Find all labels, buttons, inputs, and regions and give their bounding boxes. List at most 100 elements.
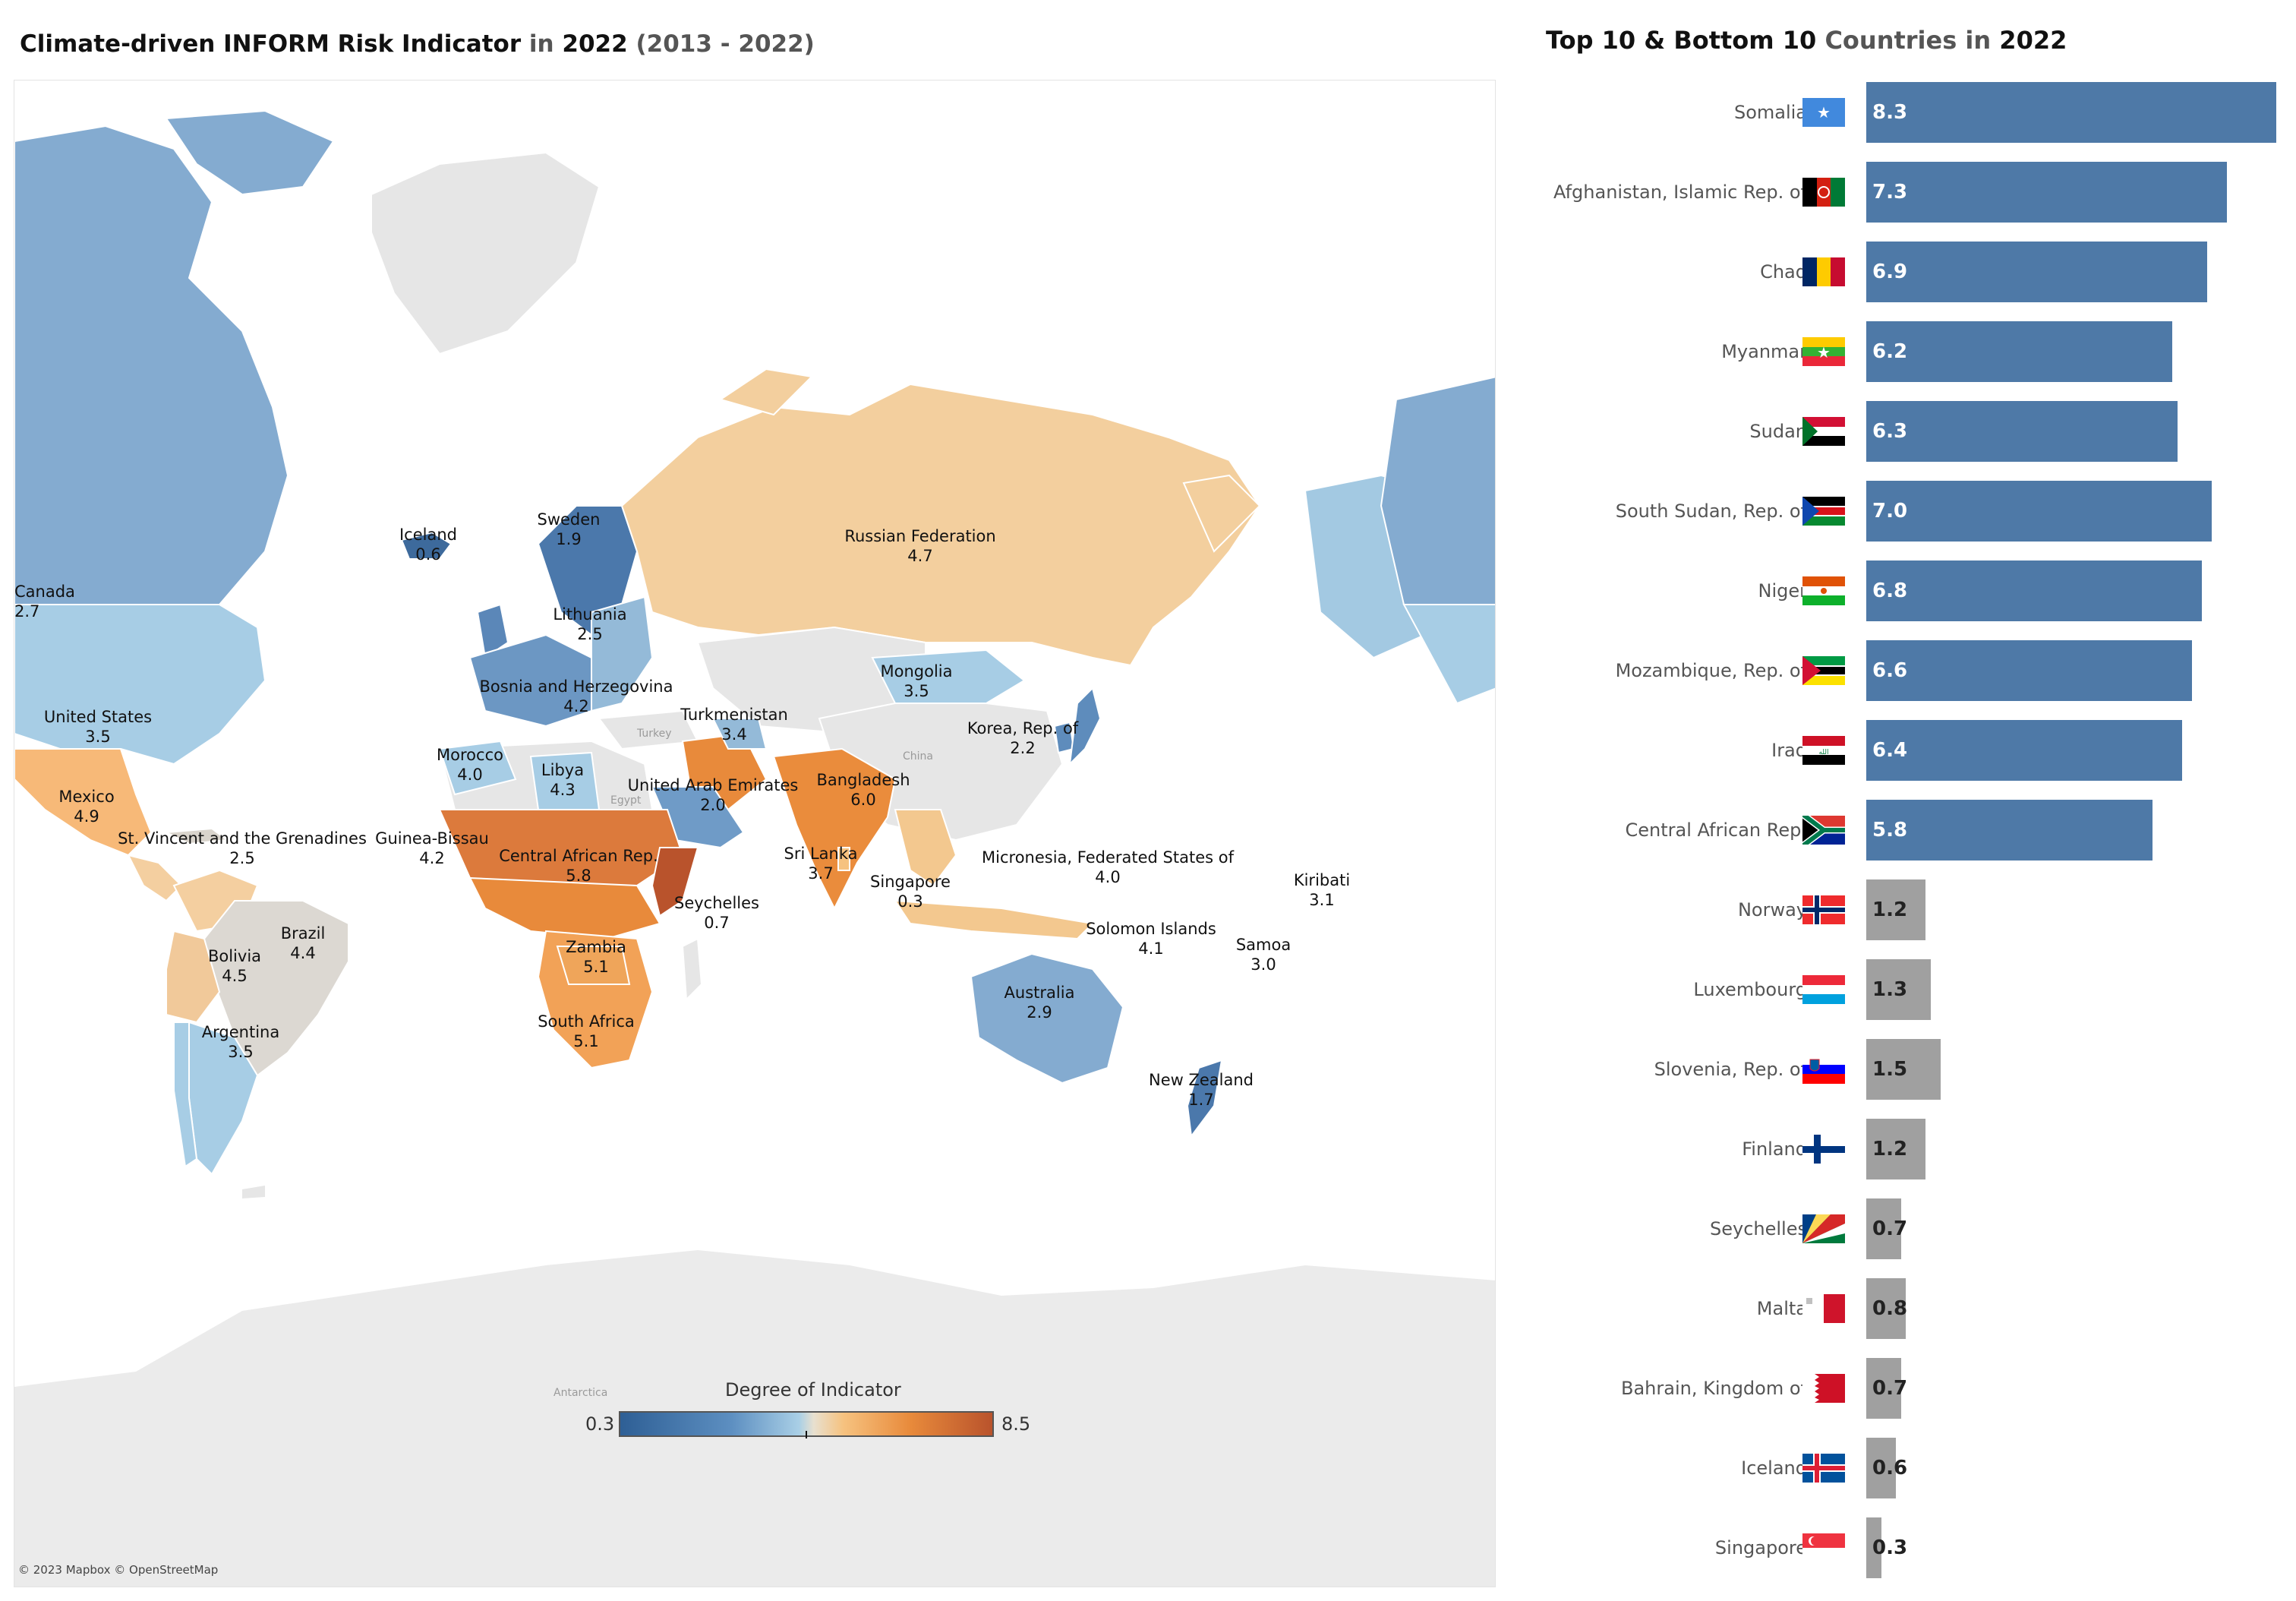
bar-row[interactable]: Bahrain, Kingdom of 0.7 (1549, 1358, 2278, 1419)
iceland-shape[interactable] (400, 531, 453, 560)
bar[interactable] (1866, 401, 2178, 462)
bar-row[interactable]: Central African Rep. 5.8 (1549, 800, 2278, 860)
sudan-flag (1802, 417, 1845, 446)
mongolia-shape[interactable] (871, 649, 1026, 704)
bar-title-in: in (1965, 26, 2000, 55)
bar-row[interactable]: South Sudan, Rep. of 7.0 (1549, 481, 2278, 542)
new-zealand-shape[interactable] (1186, 1059, 1223, 1138)
bar-title-main: Top 10 & Bottom 10 (1546, 26, 1817, 55)
united-states-shape[interactable] (14, 604, 266, 766)
map-label: Sri Lanka 3.7 (784, 844, 857, 883)
mexico-shape[interactable] (14, 748, 153, 857)
bar[interactable] (1866, 242, 2207, 302)
bar-category-label: Central African Rep. (1625, 819, 1807, 841)
bar-row[interactable]: Afghanistan, Islamic Rep. of 7.3 (1549, 162, 2278, 223)
bar[interactable] (1866, 1438, 1897, 1498)
map-label-value: 2.5 (229, 849, 255, 867)
bar[interactable] (1866, 1039, 1941, 1100)
bar-row[interactable]: Malta 0.8 (1549, 1278, 2278, 1339)
afghanistan-flag (1802, 178, 1845, 207)
bar[interactable] (1866, 162, 2227, 223)
bar[interactable] (1866, 561, 2203, 621)
bar[interactable] (1866, 1198, 1901, 1259)
bar-row[interactable]: Finland 1.2 (1549, 1119, 2278, 1179)
bar[interactable] (1866, 1278, 1906, 1339)
bar[interactable] (1866, 879, 1926, 940)
map-label-value: 3.5 (228, 1043, 254, 1061)
turkmenistan-shape[interactable] (711, 718, 768, 750)
map-label: Central African Rep. 5.8 (499, 846, 658, 886)
bar-title-year: 2022 (1999, 26, 2067, 55)
bar[interactable] (1866, 1119, 1926, 1179)
map-label-name: Bolivia (207, 947, 262, 965)
map-label-value: 4.4 (290, 944, 316, 962)
bar-row[interactable]: Mozambique, Rep. of 6.6 (1549, 640, 2278, 701)
world-map[interactable]: Canada 2.7 United States 3.5 Mexico 4.9 St. Vi… (14, 80, 1496, 1587)
bar-value-label: 6.6 (1872, 659, 1908, 682)
bar-value-label: 0.8 (1872, 1297, 1908, 1320)
bar-row[interactable]: Luxembourg 1.3 (1549, 959, 2278, 1020)
bar-value-label: 0.3 (1872, 1536, 1908, 1559)
bar-value-label: 6.3 (1872, 420, 1908, 443)
bar[interactable] (1866, 959, 1931, 1020)
map-label-value: 0.7 (704, 914, 730, 932)
map-label-value: 0.6 (415, 545, 441, 564)
map-label-name: Mongolia (880, 662, 953, 681)
morocco-shape[interactable] (438, 740, 517, 796)
zambia-shape[interactable] (556, 946, 631, 985)
map-label-name: Singapore (870, 873, 951, 891)
central-africa-shape[interactable] (468, 876, 661, 940)
bar-row[interactable]: Singapore 0.3 (1549, 1517, 2278, 1578)
bar-row[interactable]: Seychelles 0.7 (1549, 1198, 2278, 1259)
map-label-name: Sweden (537, 510, 601, 529)
map-label: Bosnia and Herzegovina 4.2 (480, 677, 673, 716)
bar-row[interactable]: Myanmar ★ 6.2 (1549, 321, 2278, 382)
bar-row[interactable]: Niger 6.8 (1549, 561, 2278, 621)
horn-of-africa-shape[interactable] (651, 847, 699, 917)
bar-row[interactable]: Iceland 0.6 (1549, 1438, 2278, 1498)
bar-value-label: 0.7 (1872, 1217, 1908, 1240)
map-label-value: 3.7 (808, 864, 834, 883)
bar[interactable] (1866, 82, 2276, 143)
bar-row[interactable]: Norway 1.2 (1549, 879, 2278, 940)
map-canvas[interactable] (14, 81, 1496, 1587)
map-faint-label: China (903, 750, 933, 763)
scandinavia-shape[interactable] (537, 505, 639, 636)
europe-east-shape[interactable] (591, 595, 654, 712)
norway-flag (1802, 895, 1845, 924)
bar-row[interactable]: Iraq الله 6.4 (1549, 720, 2278, 781)
bar-value-label: 8.3 (1872, 101, 1908, 124)
bar-row[interactable]: Sudan 6.3 (1549, 401, 2278, 462)
india-shape[interactable] (772, 747, 897, 911)
map-label-name: Australia (1004, 984, 1075, 1002)
russia-shape[interactable] (620, 383, 1261, 667)
bar[interactable] (1866, 1517, 1881, 1578)
bar-row[interactable]: Chad 6.9 (1549, 242, 2278, 302)
bar[interactable] (1866, 321, 2173, 382)
bar[interactable] (1866, 481, 2212, 542)
bar-row[interactable]: Slovenia, Rep. of 1.5 (1549, 1039, 2278, 1100)
map-title-range: (2013 - 2022) (627, 30, 815, 58)
bar-category-label: Singapore (1714, 1537, 1807, 1558)
bar-value-label: 1.3 (1872, 978, 1908, 1001)
bolivia-shape[interactable] (166, 930, 221, 1024)
bar-value-label: 5.8 (1872, 819, 1908, 842)
map-label-value: 3.5 (904, 682, 929, 700)
bar-row[interactable]: Somalia ★ 8.3 (1549, 82, 2278, 143)
map-label-value: 5.1 (583, 958, 609, 976)
australia-shape[interactable] (970, 952, 1124, 1085)
bar[interactable] (1866, 640, 2193, 701)
map-title: Climate-driven INFORM Risk Indicator in … (20, 30, 815, 58)
canada-east-shape (1380, 376, 1495, 605)
canada-shape[interactable] (14, 125, 289, 605)
map-label: Libya 4.3 (541, 760, 584, 800)
falklands-shape (242, 1186, 265, 1198)
map-label-value: 4.2 (419, 849, 445, 867)
bar[interactable] (1866, 800, 2153, 860)
sri-lanka-shape[interactable] (837, 847, 850, 871)
map-attribution[interactable]: © 2023 Mapbox © OpenStreetMap (18, 1563, 219, 1577)
bar[interactable] (1866, 1358, 1901, 1419)
map-label: Micronesia, Federated States of 4.0 (982, 848, 1234, 887)
bar[interactable] (1866, 720, 2183, 781)
bar-category-label: Slovenia, Rep. of (1654, 1059, 1807, 1080)
